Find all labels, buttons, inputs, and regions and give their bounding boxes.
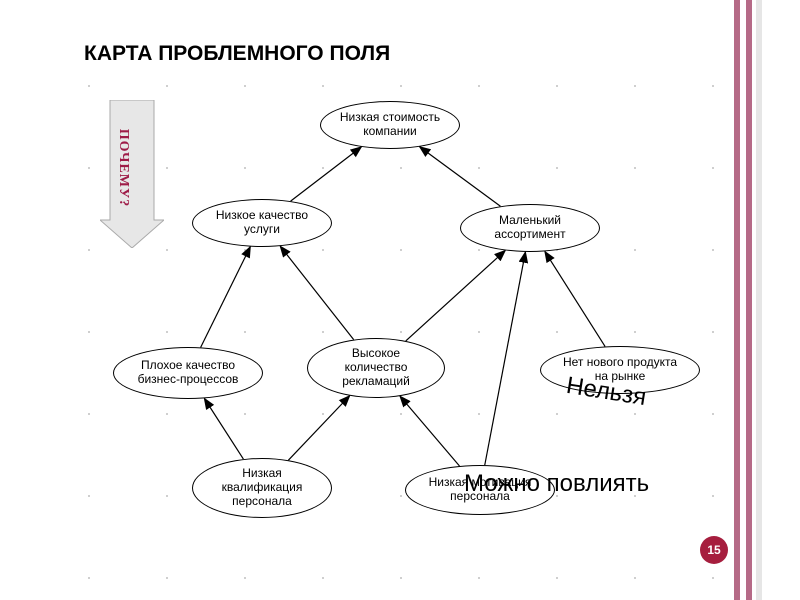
slide-root: КАРТА ПРОБЛЕМНОГО ПОЛЯ ПОЧЕМУ? Низкая ст… <box>0 0 800 600</box>
overlay-text: Можно повлиять <box>464 470 649 498</box>
node-qual: Низкое качествоуслуги <box>192 199 332 247</box>
node-recl: Высокоеколичестворекламаций <box>307 338 445 398</box>
page-number-badge: 15 <box>700 536 728 564</box>
node-kval: Низкаяквалификацияперсонала <box>192 458 332 518</box>
node-top: Низкая стоимостькомпании <box>320 101 460 149</box>
node-bp: Плохое качествобизнес-процессов <box>113 347 263 399</box>
node-assort: Маленькийассортимент <box>460 204 600 252</box>
page-title: КАРТА ПРОБЛЕМНОГО ПОЛЯ <box>84 42 390 66</box>
diagram-area <box>70 85 770 585</box>
